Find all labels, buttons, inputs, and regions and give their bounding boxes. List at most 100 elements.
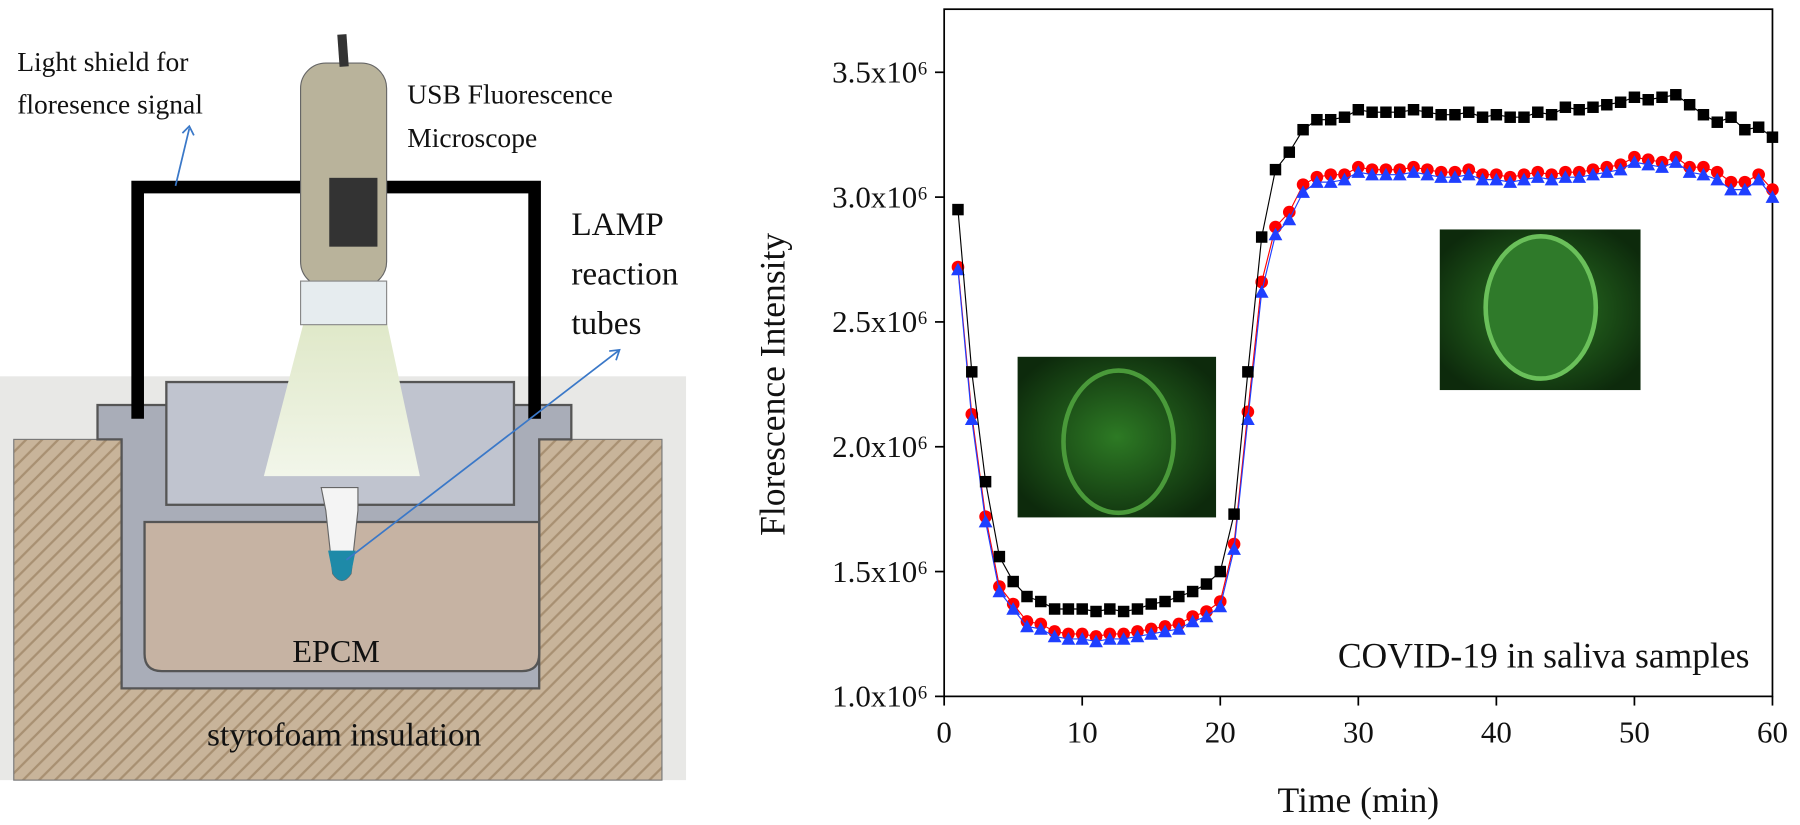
marker — [1518, 111, 1530, 123]
label: LAMP — [571, 206, 663, 243]
arrow-head — [609, 348, 621, 361]
marker — [1476, 111, 1489, 123]
x-tick-label: 40 — [1481, 714, 1512, 749]
marker — [1435, 108, 1447, 121]
marker — [1214, 565, 1227, 578]
marker — [1338, 111, 1351, 123]
inset-images — [1017, 229, 1641, 518]
marker — [964, 412, 979, 426]
marker — [1158, 624, 1172, 638]
marker — [1076, 603, 1088, 615]
epcm-bath — [143, 520, 541, 673]
marker — [1102, 632, 1117, 645]
marker — [1765, 190, 1780, 203]
marker — [1282, 205, 1296, 219]
marker — [1656, 91, 1668, 103]
marker — [1380, 106, 1392, 118]
marker — [1532, 106, 1544, 118]
marker — [1351, 165, 1366, 178]
marker — [1282, 212, 1297, 226]
marker — [1724, 182, 1738, 196]
marker — [1559, 101, 1572, 113]
marker — [1283, 146, 1296, 158]
marker — [1697, 160, 1710, 174]
marker — [1420, 167, 1435, 181]
marker — [1089, 634, 1103, 648]
marker — [1144, 627, 1159, 640]
marker — [1200, 578, 1213, 590]
marker — [1572, 170, 1587, 183]
marker — [1628, 91, 1641, 103]
marker — [1710, 165, 1724, 179]
marker — [1601, 99, 1613, 111]
microscope — [300, 62, 388, 288]
marker — [1006, 602, 1021, 615]
marker — [978, 514, 993, 528]
y-tick-label: 2.5x10⁶ — [832, 304, 928, 339]
label: styrofoam insulation — [207, 717, 482, 754]
marker — [1710, 172, 1725, 186]
marker — [1048, 603, 1061, 615]
marker — [1159, 595, 1171, 608]
marker — [1682, 165, 1697, 178]
x-tick-label: 60 — [1757, 714, 1788, 749]
marker — [1254, 285, 1269, 298]
marker — [1020, 619, 1034, 633]
marker — [1599, 165, 1614, 178]
label: tubes — [571, 305, 641, 342]
marker — [1104, 603, 1116, 615]
marker — [1696, 167, 1711, 181]
marker — [1117, 605, 1130, 618]
marker — [1296, 178, 1310, 191]
marker — [1337, 172, 1352, 186]
x-tick-label: 0 — [936, 714, 951, 749]
marker — [1173, 590, 1185, 603]
marker — [1683, 99, 1696, 111]
marker — [1738, 175, 1752, 189]
marker — [1021, 590, 1033, 603]
marker — [1448, 170, 1462, 183]
setup-diagram: Light shield for floresence signal USB F… — [0, 34, 687, 781]
marker — [1530, 170, 1545, 183]
marker — [1766, 131, 1779, 143]
marker — [1393, 106, 1406, 118]
marker — [1186, 585, 1199, 598]
marker — [1366, 106, 1378, 118]
label: USB Fluorescence — [407, 78, 613, 109]
inset-ring — [1061, 368, 1176, 516]
marker — [1434, 170, 1449, 183]
marker — [1503, 175, 1518, 188]
cable — [337, 34, 349, 67]
microscope-band — [329, 177, 378, 247]
marker — [1613, 162, 1628, 176]
y-tick-label: 1.5x10⁶ — [832, 554, 928, 589]
marker — [1352, 103, 1365, 116]
marker — [1090, 605, 1102, 618]
marker — [1614, 96, 1627, 108]
light-cone — [263, 321, 420, 477]
marker — [1407, 103, 1420, 116]
marker — [1668, 155, 1683, 168]
y-axis-title: Florescence Intensity — [753, 233, 793, 536]
microscope-lens — [300, 280, 388, 326]
marker — [1475, 172, 1490, 186]
label: floresence signal — [17, 89, 203, 120]
y-tick-label: 1.0x10⁶ — [832, 679, 928, 714]
marker — [1242, 366, 1254, 378]
marker — [1379, 167, 1393, 181]
marker — [1517, 172, 1531, 186]
marker — [979, 475, 992, 488]
marker — [1558, 170, 1573, 183]
marker — [1199, 609, 1214, 623]
marker — [1324, 168, 1338, 181]
marker — [1697, 108, 1710, 121]
marker — [1130, 629, 1145, 643]
label: EPCM — [292, 633, 379, 669]
marker — [1739, 123, 1751, 136]
y-tick-label: 3.5x10⁶ — [832, 55, 928, 90]
marker — [1463, 106, 1475, 118]
marker — [951, 262, 965, 276]
marker — [1587, 101, 1599, 113]
x-tick-label: 30 — [1343, 714, 1374, 749]
marker — [1641, 157, 1656, 171]
